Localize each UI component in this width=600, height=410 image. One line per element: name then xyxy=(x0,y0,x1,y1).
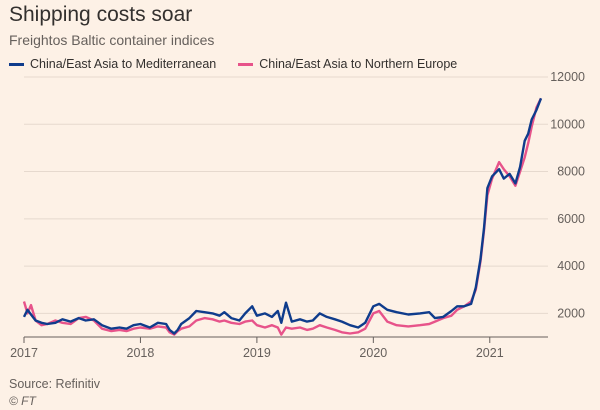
y-tick-label: 10000 xyxy=(550,117,585,131)
series-line-mediterranean xyxy=(22,97,543,335)
ft-copyright: © FT xyxy=(9,394,36,408)
y-tick-label: 6000 xyxy=(557,212,585,226)
legend-item-mediterranean: China/East Asia to Mediterranean xyxy=(9,57,216,71)
legend-swatch-northern-europe xyxy=(238,62,254,66)
y-tick-label: 4000 xyxy=(557,259,585,273)
x-tick-label: 2019 xyxy=(243,346,271,360)
x-tick-label: 2017 xyxy=(10,346,38,360)
x-tick-label: 2020 xyxy=(359,346,387,360)
y-tick-label: 12000 xyxy=(550,70,585,84)
y-tick-label: 2000 xyxy=(557,306,585,320)
series-line-northern-europe xyxy=(22,97,543,336)
x-tick-label: 2018 xyxy=(127,346,155,360)
legend-swatch-mediterranean xyxy=(9,62,24,66)
source-note: Source: Refinitiv xyxy=(9,377,101,391)
legend-item-northern-europe: China/East Asia to Northern Europe xyxy=(238,57,457,71)
chart-title: Shipping costs soar xyxy=(9,3,193,26)
chart-subtitle: Freightos Baltic container indices xyxy=(9,32,215,48)
chart-legend: China/East Asia to Mediterranean China/E… xyxy=(9,57,479,71)
y-tick-label: 8000 xyxy=(557,165,585,179)
legend-label-mediterranean: China/East Asia to Mediterranean xyxy=(30,57,217,71)
x-tick-label: 2021 xyxy=(476,346,504,360)
legend-label-northern-europe: China/East Asia to Northern Europe xyxy=(259,57,458,71)
